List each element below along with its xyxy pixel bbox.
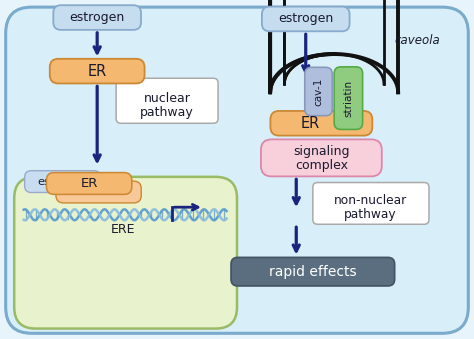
FancyBboxPatch shape — [50, 59, 145, 83]
Text: ER: ER — [81, 177, 98, 190]
FancyBboxPatch shape — [116, 78, 218, 123]
FancyBboxPatch shape — [46, 173, 132, 194]
FancyBboxPatch shape — [305, 67, 332, 116]
Text: striatin: striatin — [343, 80, 354, 117]
Text: ER: ER — [88, 64, 107, 79]
FancyBboxPatch shape — [262, 7, 350, 31]
Text: pathway: pathway — [344, 208, 397, 221]
FancyBboxPatch shape — [14, 177, 237, 328]
Text: nuclear: nuclear — [144, 92, 190, 105]
Text: complex: complex — [295, 159, 348, 173]
FancyBboxPatch shape — [53, 5, 141, 30]
FancyBboxPatch shape — [313, 182, 429, 224]
FancyBboxPatch shape — [270, 111, 373, 136]
Text: non-nuclear: non-nuclear — [334, 194, 407, 207]
Text: signaling: signaling — [293, 145, 350, 158]
FancyBboxPatch shape — [25, 171, 100, 193]
Text: ERE: ERE — [111, 222, 136, 236]
FancyBboxPatch shape — [6, 7, 468, 333]
FancyBboxPatch shape — [231, 257, 394, 286]
Text: ER: ER — [301, 116, 320, 131]
Text: caveola: caveola — [394, 34, 440, 47]
Text: rapid effects: rapid effects — [269, 265, 356, 279]
Text: estrogen: estrogen — [37, 177, 88, 186]
FancyBboxPatch shape — [261, 139, 382, 176]
Text: estrogen: estrogen — [278, 13, 333, 25]
FancyBboxPatch shape — [56, 181, 141, 203]
Text: pathway: pathway — [140, 106, 194, 119]
Text: estrogen: estrogen — [70, 11, 125, 24]
FancyBboxPatch shape — [334, 67, 363, 129]
Text: cav-1: cav-1 — [313, 77, 324, 106]
